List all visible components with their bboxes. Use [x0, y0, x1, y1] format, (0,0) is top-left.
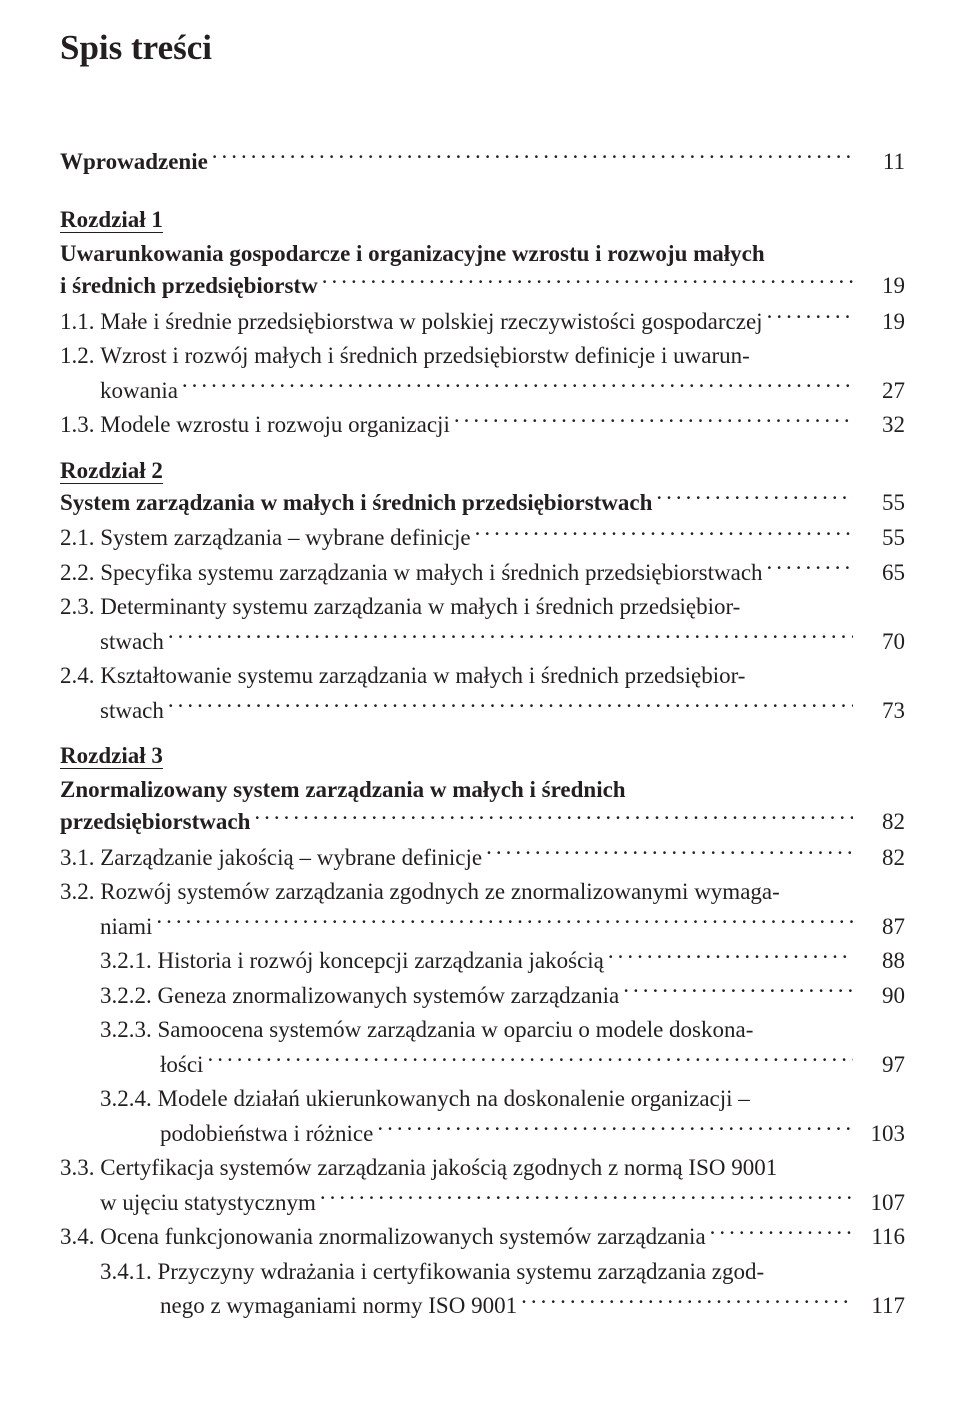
- toc-entry-label: łości: [60, 1048, 203, 1083]
- toc-entry-page: 82: [857, 805, 905, 840]
- toc-entry: 3.2.1. Historia i rozwój koncepcji zarzą…: [60, 944, 905, 979]
- toc-entry-label: 1.3. Modele wzrostu i rozwoju organizacj…: [60, 408, 450, 443]
- toc-entry-label: stwach: [60, 694, 164, 729]
- toc-entry-label: Wprowadzenie: [60, 145, 208, 180]
- toc-entry-label: w ujęciu statystycznym: [60, 1186, 316, 1221]
- toc-entry-page: 11: [857, 145, 905, 180]
- toc-entry-page: 55: [857, 521, 905, 556]
- toc-entry-page: 88: [857, 944, 905, 979]
- toc-entry-label: 2.1. System zarządzania – wybrane defini…: [60, 521, 471, 556]
- toc-entry: kowania 27: [60, 374, 905, 409]
- leader-dots: [320, 1187, 853, 1210]
- toc-line: 2.3. Determinanty systemu zarządzania w …: [60, 590, 905, 625]
- toc-entry-page: 32: [857, 408, 905, 443]
- toc-entry: podobieństwa i różnice 103: [60, 1117, 905, 1152]
- toc-entry: 2.1. System zarządzania – wybrane defini…: [60, 521, 905, 556]
- table-of-contents: Wprowadzenie 11 Rozdział 1 Uwarunkowania go…: [60, 145, 905, 1324]
- toc-entry-label: System zarządzania w małych i średnich p…: [60, 486, 652, 521]
- toc-entry: 1.1. Małe i średnie przedsiębiorstwa w p…: [60, 305, 905, 340]
- toc-entry-label: 1.1. Małe i średnie przedsiębiorstwa w p…: [60, 305, 763, 340]
- leader-dots: [322, 270, 853, 293]
- toc-entry-page: 87: [857, 910, 905, 945]
- toc-entry: System zarządzania w małych i średnich p…: [60, 486, 905, 521]
- toc-entry-page: 19: [857, 269, 905, 304]
- leader-dots: [767, 306, 853, 329]
- toc-entry-label: kowania: [60, 374, 178, 409]
- leader-dots: [454, 409, 853, 432]
- toc-line: 3.3. Certyfikacja systemów zarządzania j…: [60, 1151, 905, 1186]
- toc-line: 1.2. Wzrost i rozwój małych i średnich p…: [60, 339, 905, 374]
- chapter-head: Rozdział 3: [60, 743, 163, 769]
- leader-dots: [521, 1290, 853, 1313]
- chapter-title-line: Znormalizowany system zarządzania w mały…: [60, 775, 905, 806]
- chapter-head: Rozdział 2: [60, 458, 163, 484]
- doc-title: Spis treści: [60, 22, 905, 75]
- toc-line: 3.2.4. Modele działań ukierunkowanych na…: [60, 1082, 905, 1117]
- leader-dots: [168, 626, 853, 649]
- toc-entry-label: 2.2. Specyfika systemu zarządzania w mał…: [60, 556, 763, 591]
- leader-dots: [156, 911, 853, 934]
- toc-entry-label: 3.2.1. Historia i rozwój koncepcji zarzą…: [60, 944, 604, 979]
- leader-dots: [254, 806, 853, 829]
- leader-dots: [207, 1049, 853, 1072]
- toc-entry-label: przedsiębiorstwach: [60, 805, 250, 840]
- toc-entry: Wprowadzenie 11: [60, 145, 905, 180]
- toc-entry-page: 90: [857, 979, 905, 1014]
- toc-entry-page: 70: [857, 625, 905, 660]
- toc-entry: stwach 70: [60, 625, 905, 660]
- toc-entry: łości 97: [60, 1048, 905, 1083]
- toc-entry: przedsiębiorstwach 82: [60, 805, 905, 840]
- leader-dots: [656, 487, 853, 510]
- toc-entry-label: 3.4. Ocena funkcjonowania znormalizowany…: [60, 1220, 706, 1255]
- toc-entry-label: 3.1. Zarządzanie jakością – wybrane defi…: [60, 841, 482, 876]
- toc-entry-label: nego z wymaganiami normy ISO 9001: [60, 1289, 517, 1324]
- leader-dots: [767, 557, 853, 580]
- toc-entry: i średnich przedsiębiorstw 19: [60, 269, 905, 304]
- toc-entry-label: i średnich przedsiębiorstw: [60, 269, 318, 304]
- leader-dots: [710, 1221, 853, 1244]
- toc-line: 3.2. Rozwój systemów zarządzania zgodnyc…: [60, 875, 905, 910]
- chapter-title-line: Uwarunkowania gospodarcze i organizacyjn…: [60, 239, 905, 270]
- toc-entry: 1.3. Modele wzrostu i rozwoju organizacj…: [60, 408, 905, 443]
- leader-dots: [608, 945, 853, 968]
- toc-entry: nego z wymaganiami normy ISO 9001 117: [60, 1289, 905, 1324]
- toc-entry: w ujęciu statystycznym 107: [60, 1186, 905, 1221]
- toc-entry: 3.2.2. Geneza znormalizowanych systemów …: [60, 979, 905, 1014]
- toc-entry-page: 97: [857, 1048, 905, 1083]
- leader-dots: [168, 695, 853, 718]
- toc-entry-label: stwach: [60, 625, 164, 660]
- toc-entry: 2.2. Specyfika systemu zarządzania w mał…: [60, 556, 905, 591]
- toc-line: 3.2.3. Samoocena systemów zarządzania w …: [60, 1013, 905, 1048]
- toc-entry-page: 116: [857, 1220, 905, 1255]
- toc-entry: stwach 73: [60, 694, 905, 729]
- leader-dots: [182, 375, 853, 398]
- toc-entry-page: 103: [857, 1117, 905, 1152]
- leader-dots: [475, 522, 853, 545]
- toc-entry-page: 107: [857, 1186, 905, 1221]
- toc-line: 2.4. Kształtowanie systemu zarządzania w…: [60, 659, 905, 694]
- leader-dots: [377, 1118, 853, 1141]
- toc-entry-label: 3.2.2. Geneza znormalizowanych systemów …: [60, 979, 619, 1014]
- toc-entry-page: 65: [857, 556, 905, 591]
- toc-entry: 3.4. Ocena funkcjonowania znormalizowany…: [60, 1220, 905, 1255]
- toc-entry-label: podobieństwa i różnice: [60, 1117, 373, 1152]
- chapter-head: Rozdział 1: [60, 207, 163, 233]
- toc-entry-page: 82: [857, 841, 905, 876]
- toc-entry: niami 87: [60, 910, 905, 945]
- toc-entry: 3.1. Zarządzanie jakością – wybrane defi…: [60, 841, 905, 876]
- toc-entry-page: 19: [857, 305, 905, 340]
- leader-dots: [486, 842, 853, 865]
- leader-dots: [623, 980, 853, 1003]
- leader-dots: [212, 146, 853, 169]
- toc-entry-page: 27: [857, 374, 905, 409]
- toc-entry-page: 55: [857, 486, 905, 521]
- toc-entry-page: 117: [857, 1289, 905, 1324]
- toc-line: 3.4.1. Przyczyny wdrażania i certyfikowa…: [60, 1255, 905, 1290]
- toc-entry-page: 73: [857, 694, 905, 729]
- toc-entry-label: niami: [60, 910, 152, 945]
